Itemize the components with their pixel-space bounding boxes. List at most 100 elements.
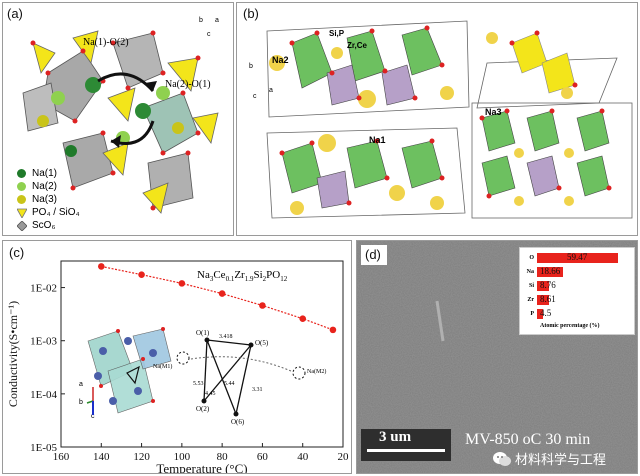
axis-b: b bbox=[249, 63, 253, 70]
x-tick-label: 120 bbox=[133, 451, 150, 463]
legend-item: Na(3) bbox=[17, 193, 80, 206]
data-point bbox=[299, 315, 307, 322]
composition-bar: 4.5 bbox=[537, 308, 551, 319]
y-axis-label: Conductivity(S•cm⁻¹) bbox=[6, 301, 20, 407]
panel-a: (a) bbox=[2, 2, 234, 236]
panel-label: (d) bbox=[365, 247, 381, 262]
watermark-text: 材料科学与工程 bbox=[515, 453, 607, 468]
inset-label-o5: O(5) bbox=[255, 339, 269, 347]
bar-value-label: 8.61 bbox=[540, 294, 556, 304]
tetrahedron-icon bbox=[17, 208, 27, 218]
data-point bbox=[97, 263, 105, 270]
element-label: Si bbox=[528, 283, 534, 289]
x-tick-label: 140 bbox=[93, 451, 110, 463]
data-point bbox=[329, 326, 337, 334]
panel-b: (b) bbox=[236, 2, 638, 236]
scale-bar bbox=[367, 449, 445, 452]
composition-bars: O 59.47 Na 18.66 Si 8.76 Zr 8.61 P 4.5 bbox=[520, 251, 634, 321]
crystal-structure-a bbox=[22, 30, 219, 214]
panel-label: (a) bbox=[7, 6, 23, 21]
axis-a: a bbox=[79, 381, 83, 388]
watermark: 材料科学与工程 bbox=[493, 449, 606, 468]
panel-label: (b) bbox=[243, 6, 259, 21]
crystal-structures-b bbox=[266, 20, 633, 219]
plot-frame bbox=[60, 260, 344, 448]
x-tick-label: 60 bbox=[257, 451, 269, 463]
axis-a: a bbox=[269, 87, 273, 94]
site-label-na1: Na(1)-O(2) bbox=[83, 37, 129, 48]
axis-c: c bbox=[253, 93, 257, 100]
axis-a: a bbox=[215, 17, 219, 24]
x-tick-label: 40 bbox=[297, 451, 309, 463]
element-label: O bbox=[529, 255, 534, 261]
composition-row: P 4.5 bbox=[520, 307, 634, 321]
composition-bar: 8.76 bbox=[537, 280, 556, 291]
bar-value-label: 4.5 bbox=[540, 308, 552, 318]
data-point bbox=[218, 290, 226, 297]
x-tick-label: 100 bbox=[174, 451, 191, 463]
axis-indicator: b a c bbox=[199, 17, 229, 47]
bar-value-label: 18.66 bbox=[540, 266, 561, 276]
na3-swatch-icon bbox=[17, 195, 26, 204]
inset-label-nam1: Na(M1) bbox=[153, 364, 173, 370]
data-point bbox=[259, 302, 266, 309]
legend-item: PO₄ / SiO₄ bbox=[17, 206, 80, 219]
na1-swatch-icon bbox=[17, 169, 26, 178]
wechat-icon bbox=[493, 451, 511, 466]
composition-bar: 18.66 bbox=[537, 266, 563, 277]
na2-label: Na2 bbox=[272, 55, 289, 65]
legend-item: Na(1) bbox=[17, 167, 80, 180]
axis-c: c bbox=[91, 413, 95, 420]
octahedron-icon bbox=[17, 220, 27, 231]
bar-value-label: 8.76 bbox=[540, 280, 556, 290]
y-tick-label: 1E-05 bbox=[30, 442, 57, 454]
y-tick-label: 1E-04 bbox=[30, 389, 57, 401]
sip-label: Si,P bbox=[329, 29, 345, 38]
zrce-label: Zr,Ce bbox=[347, 41, 368, 50]
na3-label: Na3 bbox=[485, 107, 502, 117]
x-tick-label: 80 bbox=[217, 451, 229, 463]
panel-label: (c) bbox=[9, 245, 25, 260]
chart-formula: Na3Ce0.1Zr1.9Si2PO12 bbox=[197, 269, 288, 284]
composition-row: O 59.47 bbox=[520, 251, 634, 265]
axis-b: b bbox=[79, 399, 83, 406]
inset-distance: 3.31 bbox=[252, 387, 263, 393]
panel-label-box bbox=[361, 245, 387, 265]
element-label: Na bbox=[526, 269, 534, 275]
element-label: Zr bbox=[527, 297, 534, 303]
composition-bar: 8.61 bbox=[537, 294, 556, 305]
y-tick-label: 1E-02 bbox=[30, 283, 57, 295]
legend-a: Na(1) Na(2) Na(3) PO₄ / SiO₄ ScO₆ bbox=[17, 167, 80, 232]
na2-swatch-icon bbox=[17, 182, 26, 191]
axis-c: c bbox=[207, 31, 211, 38]
x-axis-label: Temperature (°C) bbox=[156, 461, 247, 474]
inset-distance: 3.418 bbox=[219, 334, 233, 340]
axis-indicator: a b c bbox=[79, 381, 109, 425]
scale-bar-label: 3 um bbox=[379, 429, 412, 445]
composition-row: Na 18.66 bbox=[520, 265, 634, 279]
element-label: P bbox=[530, 311, 534, 317]
y-tick-label: 1E-03 bbox=[30, 336, 57, 348]
inset-label-nam2: Na(M2) bbox=[307, 369, 327, 375]
sem-caption: MV-850 oC 30 min bbox=[465, 431, 591, 448]
inset-distance: 5.53 bbox=[193, 381, 204, 387]
axis-b: b bbox=[199, 17, 203, 24]
composition-inset: O 59.47 Na 18.66 Si 8.76 Zr 8.61 P 4.5 Atomic per… bbox=[519, 247, 635, 335]
data-point bbox=[178, 280, 186, 287]
bar-value-label: 59.47 bbox=[567, 252, 588, 262]
x-tick-label: 20 bbox=[338, 451, 350, 463]
legend-item: ScO₆ bbox=[17, 219, 80, 232]
axis-indicator: b a c bbox=[249, 63, 279, 103]
legend-item: Na(2) bbox=[17, 180, 80, 193]
panel-d: (d) O 59.47 Na 18.66 Si 8.76 Zr 8.61 P 4.5 Atomic… bbox=[356, 240, 638, 474]
composition-bar: 59.47 bbox=[537, 252, 619, 263]
inset-label-o6: O(6) bbox=[231, 418, 245, 426]
data-point bbox=[138, 271, 145, 278]
inset-distance: 4.45 bbox=[205, 391, 216, 397]
inset-label-o1: O(1) bbox=[196, 329, 210, 337]
site-label-na2: Na(2)-O(1) bbox=[165, 79, 211, 90]
inset-title: Atomic percentage (%) bbox=[540, 323, 600, 329]
na1-label: Na1 bbox=[369, 135, 386, 145]
scale-bar-box bbox=[361, 429, 451, 461]
composition-row: Si 8.76 bbox=[520, 279, 634, 293]
